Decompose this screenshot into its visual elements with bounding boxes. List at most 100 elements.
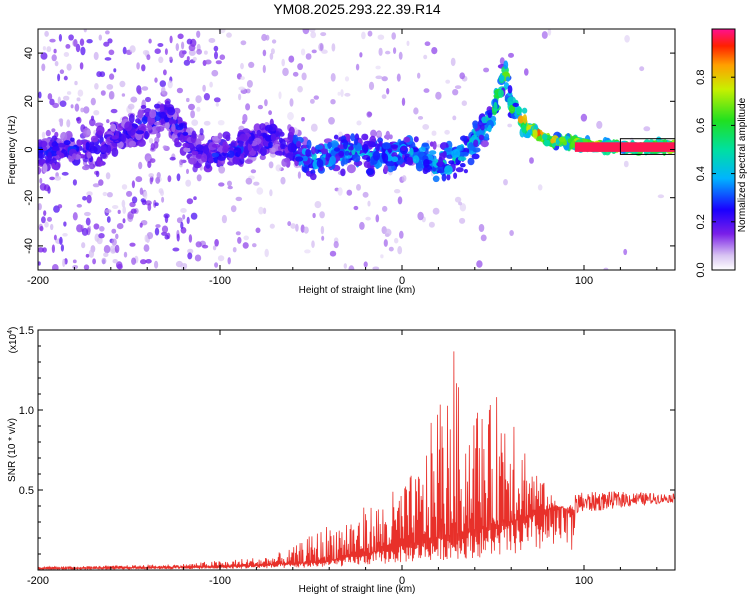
x-tick-label: -200: [27, 275, 49, 287]
spectrogram-speckle: [103, 252, 109, 258]
spectrogram-speckle: [111, 238, 117, 246]
spectrogram-speckle: [359, 52, 363, 58]
spectrogram-cell: [403, 136, 411, 143]
spectrogram-cell: [141, 116, 148, 125]
spectrogram-speckle: [182, 214, 186, 220]
colorbar-tick-label: 0.2: [695, 214, 707, 229]
spectrogram-speckle: [398, 51, 403, 60]
spectrogram-cell: [487, 112, 492, 119]
spectrogram-cell: [135, 118, 141, 124]
spectrogram-speckle: [580, 113, 588, 122]
spectrogram-cell: [274, 150, 284, 156]
spectrogram-speckle: [256, 187, 264, 195]
spectrogram-speckle: [113, 68, 117, 73]
colorbar-tick-label: 0.4: [695, 166, 707, 181]
spectrogram-cell: [147, 124, 153, 131]
spectrogram-speckle: [215, 102, 219, 107]
spectrogram-speckle: [248, 61, 255, 68]
spectrogram-speckle: [304, 249, 311, 254]
spectrogram-cell: [484, 133, 490, 141]
spectrogram-cell: [256, 129, 262, 136]
spectrogram-cell: [59, 152, 65, 159]
spectrogram-cell: [463, 169, 468, 174]
spectrogram-speckle: [190, 212, 198, 220]
spectrogram-speckle: [49, 176, 55, 181]
spectrogram-speckle: [148, 173, 154, 178]
spectrogram-speckle: [147, 203, 152, 212]
y-tick-label: 0.5: [19, 485, 34, 497]
spectrogram-speckle: [179, 159, 184, 166]
spectrogram-speckle: [45, 129, 51, 137]
spectrogram-speckle: [348, 265, 355, 270]
spectrogram-cell: [154, 121, 161, 126]
y-tick-label: -40: [23, 238, 35, 254]
spectrogram-speckle: [161, 196, 165, 203]
spectrogram-speckle: [278, 91, 282, 100]
spectrogram-speckle: [431, 47, 438, 55]
snr-y-scale-factor: (x104): [7, 327, 19, 354]
spectrogram-cell: [51, 141, 58, 147]
spectrogram-speckle: [149, 158, 156, 164]
spectrogram-cell: [422, 167, 429, 174]
spectrogram-speckle: [310, 123, 318, 132]
snr-x-axis-label: Height of straight line (km): [299, 584, 416, 595]
spectrogram-band-high: [574, 142, 675, 152]
spectrogram-speckle: [245, 177, 253, 185]
spectrogram-cell: [327, 141, 333, 149]
spectrogram-cell: [264, 124, 273, 132]
spectrogram-cell: [51, 162, 56, 170]
colorbar-tick-label: 0.6: [695, 118, 707, 133]
snr-scale-exponent: 4: [7, 330, 14, 334]
spectrogram-speckle: [117, 209, 121, 214]
spectrogram-speckle: [167, 175, 172, 183]
spectrogram-speckle: [116, 263, 123, 270]
spectrogram-cell: [316, 158, 324, 168]
spectrogram-speckle: [356, 184, 361, 191]
spectrogram-speckle: [269, 52, 274, 60]
spectrogram-speckle: [83, 29, 87, 33]
spectrogram-speckle: [146, 232, 154, 240]
spectrogram-speckle: [361, 31, 366, 40]
spectrogram-speckle: [199, 128, 204, 136]
spectrogram-speckle: [83, 106, 90, 114]
spectrogram-speckle: [435, 91, 442, 100]
spectrogram-speckle: [547, 29, 552, 36]
spectrogram-cell: [164, 121, 170, 130]
spectrogram-speckle: [529, 157, 534, 164]
spectrogram-speckle: [76, 116, 82, 124]
spectrogram-speckle: [84, 211, 91, 217]
spectrogram-speckle: [406, 40, 410, 46]
spectrogram-speckle: [202, 244, 209, 249]
spectrogram-cell: [525, 132, 531, 139]
colorbar-frame: [711, 28, 736, 271]
spectrogram-cell: [512, 102, 519, 107]
spectrogram-cell: [82, 165, 90, 171]
spectrogram-cell: [448, 160, 455, 165]
spectrogram-cell: [365, 168, 375, 176]
spectrogram-marks: [38, 29, 675, 270]
spectrogram-speckle: [235, 196, 243, 202]
spectrogram-speckle: [176, 173, 181, 182]
spectrogram-speckle: [108, 49, 115, 56]
colorbar-tick-label: 0.8: [695, 70, 707, 85]
spectrogram-cell: [460, 151, 469, 157]
spectrogram-cell: [382, 153, 389, 164]
spectrogram-speckle: [268, 110, 272, 116]
spectrogram-speckle: [380, 254, 384, 259]
spectrogram-speckle: [337, 91, 341, 96]
spectrogram-speckle: [428, 221, 435, 228]
spectrogram-speckle: [343, 263, 347, 269]
spectrogram-speckle: [81, 242, 86, 249]
snr-series-line: [38, 351, 675, 570]
spectrogram-speckle: [483, 67, 490, 73]
spectrogram-speckle: [79, 38, 85, 46]
spectrogram-cell: [135, 130, 145, 135]
spectrogram-speckle: [126, 190, 133, 197]
spectrogram-speckle: [356, 120, 362, 126]
spectrogram-cell: [311, 152, 317, 161]
spectrogram-speckle: [180, 221, 184, 229]
spectrogram-speckle: [269, 189, 273, 197]
spectrogram-speckle: [383, 239, 388, 247]
spectrogram-speckle: [62, 95, 70, 101]
spectrogram-cell: [165, 100, 171, 108]
